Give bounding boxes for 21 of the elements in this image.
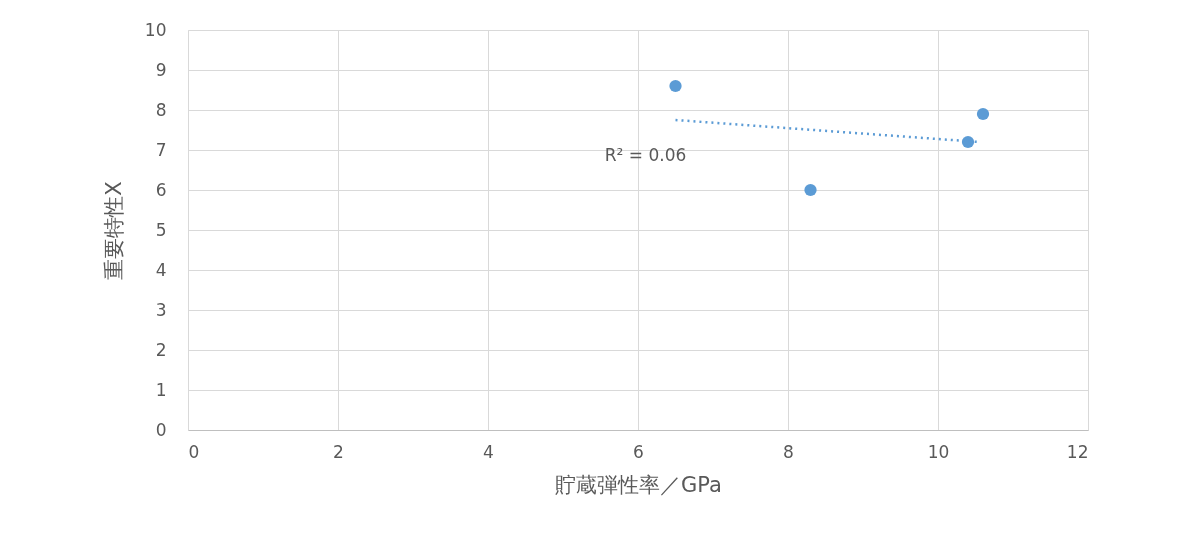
y-tick-label: 9 — [155, 59, 167, 80]
y-tick-label: 1 — [155, 379, 167, 400]
annotation: R² = 0.06 — [604, 145, 687, 165]
x-axis-title: 貯蔵弾性率／GPa — [555, 472, 722, 497]
y-tick-label: 7 — [155, 139, 167, 160]
x-tick-label: 6 — [633, 441, 644, 462]
x-tick-label: 0 — [188, 441, 200, 462]
y-tick-label: 10 — [144, 19, 167, 40]
x-tick-label: 10 — [927, 441, 950, 462]
y-tick-label: 8 — [155, 99, 167, 120]
y-tick-label: 2 — [155, 339, 167, 360]
x-tick-label: 4 — [483, 441, 494, 462]
x-tick-label: 8 — [783, 441, 794, 462]
y-tick-label: 0 — [155, 419, 167, 440]
x-tick-label: 2 — [333, 441, 344, 462]
y-tick-label: 3 — [155, 299, 167, 320]
y-tick-label: 4 — [155, 259, 167, 280]
x-tick-label: 12 — [1066, 441, 1089, 462]
y-tick-label: 6 — [155, 179, 167, 200]
y-tick-label: 5 — [155, 219, 167, 240]
y-axis-title: 重要特性X — [101, 181, 126, 280]
